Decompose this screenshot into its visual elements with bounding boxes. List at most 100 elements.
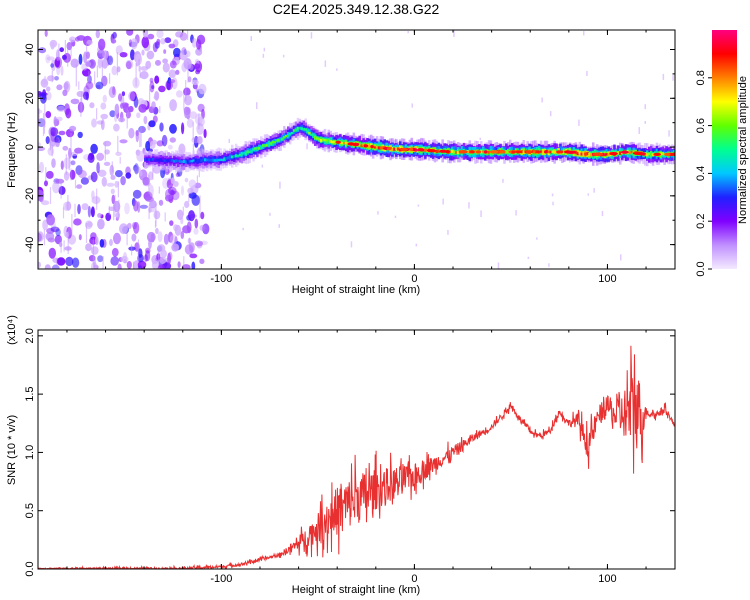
ridge-cell	[263, 144, 267, 148]
ridge-cell	[190, 160, 194, 163]
ridge-cell	[435, 149, 439, 154]
ridge-cell	[256, 146, 259, 150]
noise-cell	[97, 218, 105, 230]
noise-cell	[95, 81, 104, 90]
ridge-cell	[244, 152, 248, 155]
noise-cell	[169, 99, 178, 112]
noise-streak	[101, 61, 103, 81]
snr-frame	[37, 329, 676, 570]
noise-speck	[578, 119, 580, 126]
ridge-hotspot	[525, 150, 532, 154]
noise-cell	[85, 243, 92, 252]
noise-cell	[106, 182, 115, 187]
noise-cell	[167, 252, 172, 265]
noise-streak	[108, 205, 110, 215]
ridge-hotspot	[620, 150, 629, 154]
noise-cell	[76, 90, 85, 98]
ridge-cell	[327, 138, 331, 142]
noise-cell	[194, 240, 204, 247]
noise-cell	[169, 60, 177, 69]
noise-cell	[91, 118, 97, 128]
noise-cell	[110, 175, 116, 180]
noise-cell	[156, 30, 164, 39]
ridge-hotspot	[335, 140, 341, 144]
noise-cell	[174, 224, 182, 236]
noise-streak	[188, 193, 190, 202]
colorbar-tick-label: 0.4	[695, 166, 707, 181]
noise-cell	[195, 48, 203, 56]
spectrogram-frame	[37, 29, 676, 270]
ridge-cell	[541, 150, 545, 154]
ridge-cell	[333, 140, 336, 144]
colorbar-label: Normalized spectral amplitude	[737, 76, 749, 224]
noise-cell	[149, 81, 155, 93]
noise-streak	[117, 181, 119, 198]
ridge-hotspot	[515, 150, 522, 154]
ridge-hotspot	[439, 149, 447, 153]
noise-streak	[60, 182, 62, 199]
noise-streak	[131, 244, 133, 256]
noise-cell	[188, 179, 197, 189]
noise-streak	[140, 126, 142, 147]
noise-cell	[60, 160, 64, 170]
noise-cell	[181, 47, 187, 56]
noise-cell	[62, 145, 69, 151]
noise-cell	[101, 176, 108, 187]
noise-cell	[90, 206, 95, 218]
ridge-cell	[580, 152, 583, 156]
noise-cell	[199, 224, 206, 231]
ridge-cell	[480, 150, 483, 154]
noise-cell	[112, 31, 117, 39]
noise-cell	[141, 104, 147, 110]
ridge-cell	[344, 141, 348, 145]
noise-cell	[91, 246, 99, 255]
noise-speck	[417, 204, 420, 207]
noise-cell	[77, 131, 83, 139]
ridge-cell	[329, 140, 333, 143]
noise-cell	[51, 264, 60, 269]
noise-speck	[411, 103, 413, 108]
noise-speck	[551, 193, 554, 197]
ridge-cell	[202, 158, 205, 162]
snr-y-tick-label: 0.0	[24, 561, 36, 576]
noise-cell	[188, 192, 197, 199]
noise-cell	[65, 256, 74, 267]
ridge-hotspot	[653, 152, 661, 156]
ridge-cell	[628, 151, 632, 155]
noise-streak	[199, 195, 201, 219]
noise-cell	[109, 238, 113, 247]
noise-cell	[38, 142, 42, 147]
noise-streak	[126, 224, 128, 246]
noise-cell	[73, 218, 82, 226]
noise-speck	[620, 254, 622, 261]
noise-streak	[49, 128, 51, 151]
ridge-cell	[233, 155, 236, 158]
noise-cell	[110, 188, 115, 195]
ridge-cell	[368, 145, 371, 149]
noise-cell	[141, 49, 145, 56]
noise-speck	[638, 127, 640, 134]
ridge-cell	[317, 137, 321, 141]
noise-cell	[139, 204, 148, 209]
noise-cell	[102, 50, 109, 60]
ridge-cell	[358, 143, 361, 147]
noise-cell	[144, 254, 148, 262]
noise-cell	[175, 172, 180, 177]
noise-cell	[99, 239, 105, 248]
noise-streak	[139, 130, 141, 148]
noise-cell	[199, 258, 205, 264]
ridge-cell	[649, 152, 653, 156]
noise-streak	[75, 64, 77, 87]
noise-cell	[194, 63, 201, 70]
noise-cell	[130, 38, 138, 50]
noise-cell	[60, 65, 64, 76]
ridge-hotspot	[347, 142, 356, 146]
ridge-cell	[487, 150, 491, 154]
noise-cell	[97, 213, 102, 218]
noise-cell	[127, 222, 132, 230]
noise-cell	[186, 221, 192, 234]
ridge-cell	[269, 141, 273, 146]
ridge-cell	[588, 153, 591, 156]
noise-cell	[48, 247, 56, 259]
